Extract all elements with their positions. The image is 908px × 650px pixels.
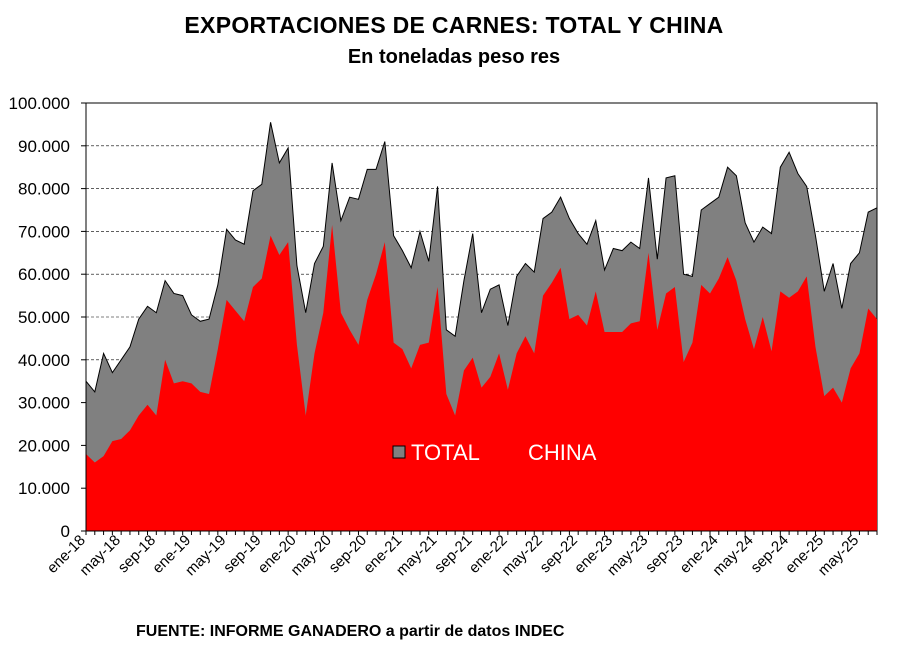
- y-tick-label: 50.000: [18, 308, 70, 327]
- x-tick-label: sep-21: [431, 532, 475, 576]
- x-tick-label: sep-18: [115, 532, 159, 576]
- axes: [81, 102, 878, 535]
- y-tick-label: 0: [61, 522, 70, 541]
- legend-swatch-china: [510, 446, 522, 458]
- area-series: [85, 122, 878, 532]
- x-tick-labels: ene-18may-18sep-18ene-19may-19sep-19ene-…: [44, 532, 862, 579]
- legend-label-china: CHINA: [528, 440, 597, 465]
- legend-swatch-total: [392, 445, 406, 459]
- y-tick-label: 60.000: [18, 265, 70, 284]
- y-tick-label: 10.000: [18, 479, 70, 498]
- x-tick-label: sep-22: [537, 532, 581, 576]
- y-tick-label: 90.000: [18, 137, 70, 156]
- x-tick-label: sep-24: [747, 532, 791, 576]
- x-tick-label: sep-19: [220, 532, 264, 576]
- y-tick-label: 20.000: [18, 436, 70, 455]
- source-note: FUENTE: INFORME GANADERO a partir de dat…: [136, 623, 565, 640]
- y-tick-label: 30.000: [18, 394, 70, 413]
- y-tick-label: 40.000: [18, 351, 70, 370]
- x-tick-label: sep-23: [642, 532, 686, 576]
- y-tick-labels: 0 10.000 20.000 30.000 40.000 50.000 60.000 70.…: [9, 94, 70, 541]
- x-tick-label: sep-20: [326, 532, 370, 576]
- legend: TOTAL CHINA: [392, 440, 597, 465]
- y-tick-label: 70.000: [18, 222, 70, 241]
- legend-label-total: TOTAL: [411, 440, 480, 465]
- chart-title: EXPORTACIONES DE CARNES: TOTAL Y CHINA: [184, 12, 724, 38]
- chart-subtitle: En toneladas peso res: [347, 46, 561, 68]
- y-tick-label: 100.000: [9, 94, 70, 113]
- series-area-china: [86, 224, 877, 532]
- y-tick-label: 80.000: [18, 180, 70, 199]
